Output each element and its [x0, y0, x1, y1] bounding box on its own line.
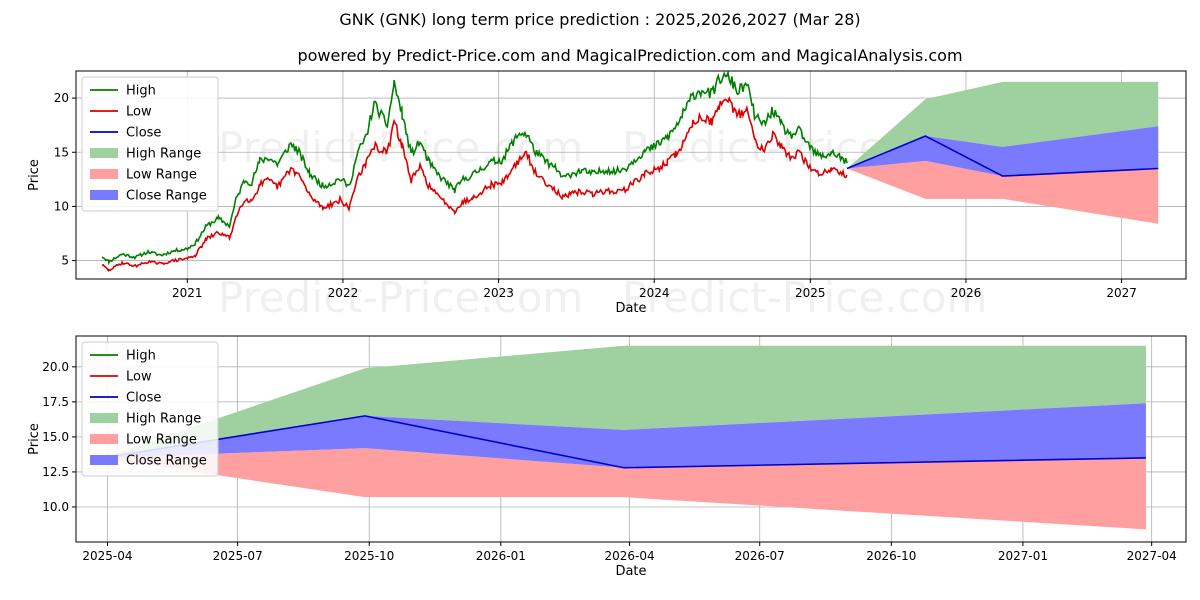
watermark-text: Predict-Price.com	[218, 123, 583, 172]
legend-item-low-range: Low Range	[90, 168, 197, 183]
plot-frame	[75, 335, 1187, 543]
legend-label: Close Range	[126, 189, 207, 204]
y-axis: 5 10 15 20	[54, 91, 76, 268]
legend-label: High	[126, 84, 156, 99]
x-tick-label: 2025-04	[82, 549, 132, 563]
close-range-band	[101, 403, 1146, 468]
y-tick-label: 10	[54, 199, 69, 213]
history-panel: Predict-Price.com Predict-Price.com Predic…	[27, 70, 1187, 322]
legend-item-low-range: Low Range	[90, 433, 197, 448]
legend-label: Close Range	[126, 454, 207, 469]
legend-swatch	[90, 434, 118, 444]
y-tick-label: 15.0	[42, 430, 69, 444]
legend-label: Low	[126, 105, 152, 120]
legend-swatch	[90, 169, 118, 179]
y-tick-label: 20	[54, 91, 69, 105]
legend-label: Low Range	[126, 168, 197, 183]
legend-label: Close	[126, 126, 161, 141]
y-tick-label: 10.0	[42, 500, 69, 514]
y-tick-label: 17.5	[42, 395, 69, 409]
x-tick-label: 2024	[639, 286, 670, 300]
plot-content	[101, 345, 1146, 530]
legend-label: Low	[126, 370, 152, 385]
close-series-line	[101, 415, 1146, 469]
legend-swatch	[90, 413, 118, 423]
x-tick-label: 2025-07	[213, 549, 263, 563]
x-tick-label: 2023	[483, 286, 514, 300]
x-tick-label: 2026-10	[866, 549, 916, 563]
legend-label: Low Range	[126, 433, 197, 448]
legend-label: Close	[126, 391, 161, 406]
x-tick-label: 2021	[172, 286, 203, 300]
legend-item-low: Low	[90, 370, 152, 385]
legend: High Low Close High Range Low Range Close Ran…	[81, 76, 219, 212]
x-tick-label: 2026-04	[604, 549, 654, 563]
grid-lines	[76, 71, 1186, 279]
plot-content	[101, 71, 1159, 272]
x-tick-label: 2027-04	[1127, 549, 1177, 563]
high-range-band	[846, 81, 1159, 169]
forecast-panel: Predict-Price.comPredict-Price.com2025-0…	[27, 335, 1187, 579]
y-axis-label: Price	[27, 423, 42, 455]
chart-title: GNK (GNK) long term price prediction : 2…	[339, 10, 860, 29]
high-series-line	[101, 71, 848, 266]
close-series-line	[846, 135, 1159, 177]
low-range-band	[846, 160, 1159, 224]
watermark-text: Predict-Price.com	[622, 273, 987, 322]
legend-item-low: Low	[90, 105, 152, 120]
legend-swatch	[90, 190, 118, 200]
high-range-band	[101, 345, 1146, 458]
y-axis: 10.0 12.5 15.0 17.5 20.0	[42, 360, 76, 514]
x-axis-label: Date	[615, 564, 646, 579]
x-tick-label: 2027-01	[998, 549, 1048, 563]
y-axis-label: Price	[27, 159, 42, 191]
x-tick-label: 2026-07	[735, 549, 785, 563]
legend-label: High	[126, 349, 156, 364]
legend-label: High Range	[126, 412, 201, 427]
close-range-band	[846, 126, 1159, 177]
legend-item-close: Close	[90, 126, 161, 141]
legend-item-close: Close	[90, 391, 161, 406]
legend-label: High Range	[126, 147, 201, 162]
legend-swatch	[90, 455, 118, 465]
x-axis-label: Date	[615, 301, 646, 316]
x-tick-label: 2025-10	[344, 549, 394, 563]
plot-frame	[75, 70, 1187, 280]
x-tick-label: 2027	[1106, 286, 1137, 300]
legend-item-high: High	[90, 349, 156, 364]
y-tick-label: 12.5	[42, 465, 69, 479]
x-axis: 2025-04 2025-07 2025-10 2026-01 2026-04 2026-…	[82, 542, 1177, 563]
legend-item-high: High	[90, 84, 156, 99]
x-tick-label: 2026-01	[476, 549, 526, 563]
legend-item-high-range: High Range	[90, 147, 201, 162]
low-range-band	[101, 448, 1146, 530]
chart-subtitle: powered by Predict-Price.com and Magical…	[297, 46, 962, 65]
y-tick-label: 20.0	[42, 360, 69, 374]
legend: High Low Close High Range Low Range Close Ran…	[81, 341, 219, 477]
y-tick-label: 15	[54, 145, 69, 159]
x-tick-label: 2022	[328, 286, 359, 300]
watermark-text: Predict-Price.com	[218, 273, 583, 322]
low-series-line	[101, 95, 848, 272]
legend-item-close-range: Close Range	[90, 189, 207, 204]
legend-item-close-range: Close Range	[90, 454, 207, 469]
x-tick-label: 2025	[795, 286, 826, 300]
x-axis: 2021 2022 2023 2024 2025 2026 2027	[172, 279, 1137, 300]
legend-swatch	[90, 148, 118, 158]
legend-item-high-range: High Range	[90, 412, 201, 427]
x-tick-label: 2026	[951, 286, 982, 300]
y-tick-label: 5	[61, 254, 69, 268]
